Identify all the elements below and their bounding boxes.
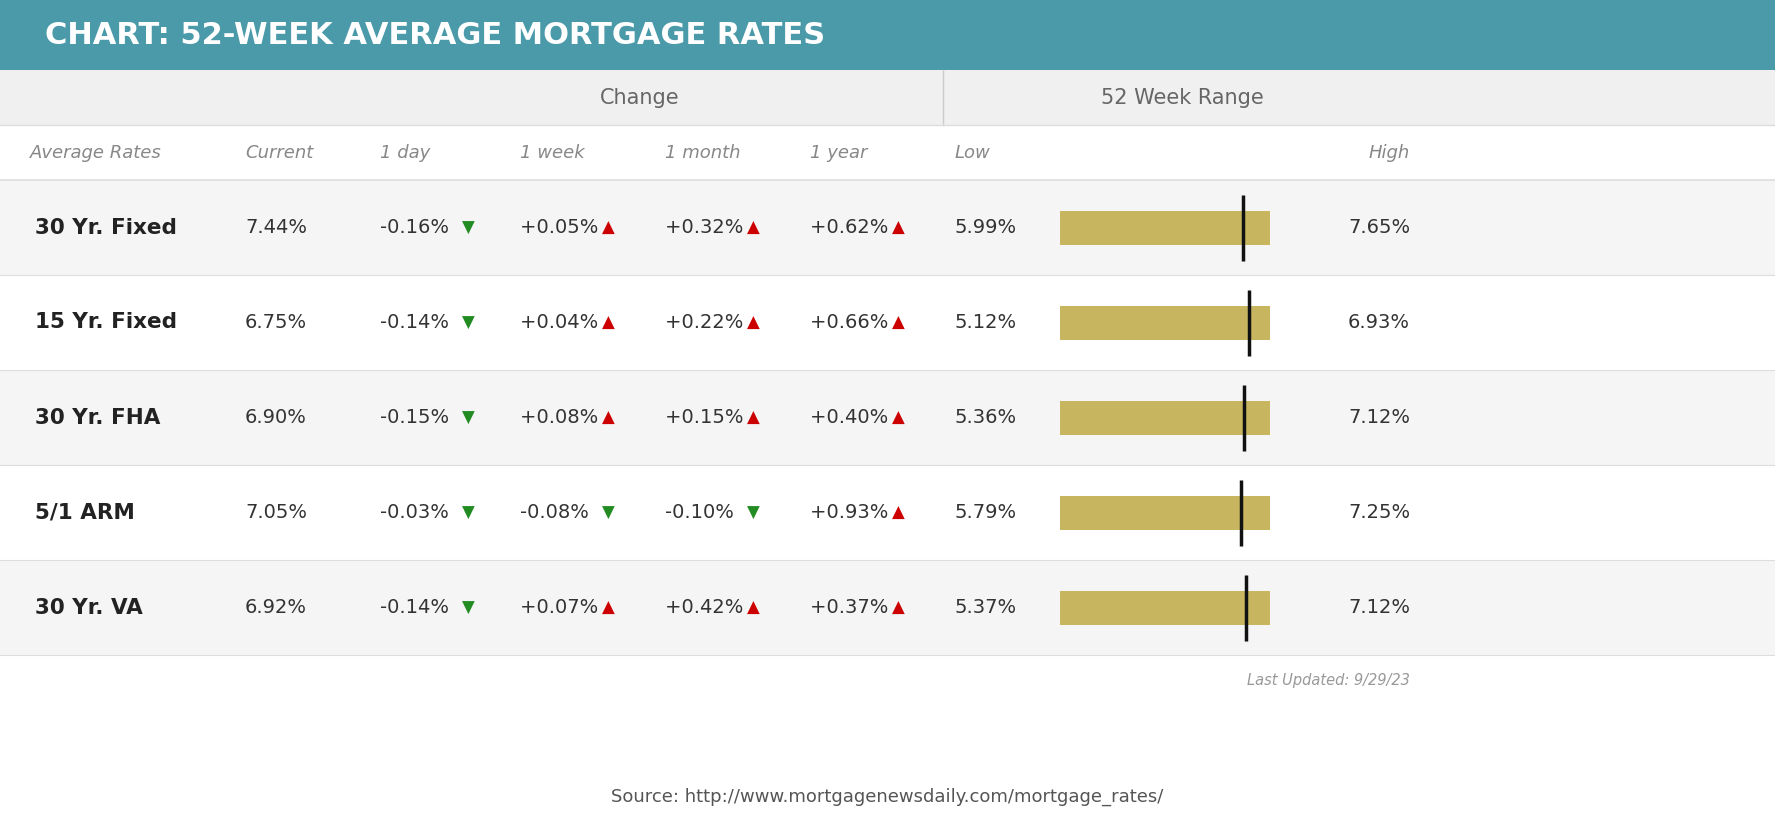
Bar <box>0 370 1775 465</box>
Bar <box>0 70 1775 125</box>
Text: ▲: ▲ <box>893 408 905 427</box>
Text: 1 day: 1 day <box>380 144 430 162</box>
Text: CHART: 52-WEEK AVERAGE MORTGAGE RATES: CHART: 52-WEEK AVERAGE MORTGAGE RATES <box>44 21 825 50</box>
Text: +0.07%: +0.07% <box>520 598 605 617</box>
Bar <box>0 0 1775 70</box>
Text: Current: Current <box>245 144 312 162</box>
Text: 5.36%: 5.36% <box>955 408 1017 427</box>
Text: ▲: ▲ <box>893 314 905 332</box>
Text: 6.92%: 6.92% <box>245 598 307 617</box>
Bar <box>1060 210 1269 244</box>
Text: ▲: ▲ <box>602 408 614 427</box>
Text: 5.12%: 5.12% <box>955 313 1017 332</box>
Text: 6.93%: 6.93% <box>1347 313 1409 332</box>
Text: -0.14%: -0.14% <box>380 598 454 617</box>
Text: +0.22%: +0.22% <box>666 313 749 332</box>
Text: 15 Yr. Fixed: 15 Yr. Fixed <box>36 313 178 332</box>
Text: +0.05%: +0.05% <box>520 218 605 237</box>
Text: 1 year: 1 year <box>809 144 868 162</box>
Text: ▲: ▲ <box>747 314 760 332</box>
Bar <box>1060 591 1269 625</box>
Bar <box>1060 305 1269 340</box>
Text: Average Rates: Average Rates <box>30 144 162 162</box>
Text: ▼: ▼ <box>462 219 474 237</box>
Text: High: High <box>1369 144 1409 162</box>
Text: 7.12%: 7.12% <box>1347 598 1409 617</box>
Text: 7.05%: 7.05% <box>245 503 307 522</box>
Text: -0.08%: -0.08% <box>520 503 595 522</box>
Text: +0.62%: +0.62% <box>809 218 895 237</box>
Text: ▼: ▼ <box>602 503 614 521</box>
Text: 6.75%: 6.75% <box>245 313 307 332</box>
Text: ▼: ▼ <box>747 503 760 521</box>
Bar <box>0 180 1775 275</box>
Text: +0.08%: +0.08% <box>520 408 605 427</box>
Text: ▲: ▲ <box>747 598 760 616</box>
Bar <box>0 465 1775 560</box>
Text: 7.12%: 7.12% <box>1347 408 1409 427</box>
Text: -0.03%: -0.03% <box>380 503 454 522</box>
Bar <box>1060 496 1269 530</box>
Text: 7.25%: 7.25% <box>1347 503 1409 522</box>
Text: ▲: ▲ <box>602 314 614 332</box>
Text: 5.79%: 5.79% <box>955 503 1017 522</box>
Text: ▼: ▼ <box>462 408 474 427</box>
Text: ▲: ▲ <box>893 503 905 521</box>
Text: +0.37%: +0.37% <box>809 598 895 617</box>
Text: ▼: ▼ <box>462 598 474 616</box>
Text: ▲: ▲ <box>893 219 905 237</box>
Text: 1 month: 1 month <box>666 144 740 162</box>
Text: +0.32%: +0.32% <box>666 218 749 237</box>
Text: -0.10%: -0.10% <box>666 503 740 522</box>
Text: 5.99%: 5.99% <box>955 218 1017 237</box>
Text: 30 Yr. VA: 30 Yr. VA <box>36 597 142 617</box>
Text: ▲: ▲ <box>747 219 760 237</box>
Text: +0.04%: +0.04% <box>520 313 605 332</box>
Bar <box>1060 400 1269 435</box>
Text: +0.15%: +0.15% <box>666 408 749 427</box>
Text: ▼: ▼ <box>462 314 474 332</box>
Text: 5.37%: 5.37% <box>955 598 1017 617</box>
Text: -0.15%: -0.15% <box>380 408 456 427</box>
Text: 1 week: 1 week <box>520 144 584 162</box>
Text: -0.16%: -0.16% <box>380 218 454 237</box>
Text: ▲: ▲ <box>747 408 760 427</box>
Text: -0.14%: -0.14% <box>380 313 454 332</box>
Bar <box>0 560 1775 655</box>
Text: Low: Low <box>955 144 990 162</box>
Text: +0.93%: +0.93% <box>809 503 895 522</box>
Text: 7.65%: 7.65% <box>1347 218 1409 237</box>
Text: 7.44%: 7.44% <box>245 218 307 237</box>
Text: 30 Yr. Fixed: 30 Yr. Fixed <box>36 218 178 238</box>
Text: 5/1 ARM: 5/1 ARM <box>36 502 135 522</box>
Text: ▲: ▲ <box>602 219 614 237</box>
Text: 6.90%: 6.90% <box>245 408 307 427</box>
Text: ▲: ▲ <box>602 598 614 616</box>
Text: Last Updated: 9/29/23: Last Updated: 9/29/23 <box>1248 673 1409 688</box>
Text: Source: http://www.mortgagenewsdaily.com/mortgage_rates/: Source: http://www.mortgagenewsdaily.com… <box>611 788 1164 806</box>
Text: Change: Change <box>600 87 680 107</box>
Text: 52 Week Range: 52 Week Range <box>1100 87 1264 107</box>
Bar <box>0 275 1775 370</box>
Text: ▼: ▼ <box>462 503 474 521</box>
Text: +0.42%: +0.42% <box>666 598 749 617</box>
Text: 30 Yr. FHA: 30 Yr. FHA <box>36 408 160 427</box>
Text: +0.40%: +0.40% <box>809 408 895 427</box>
Text: +0.66%: +0.66% <box>809 313 895 332</box>
Text: ▲: ▲ <box>893 598 905 616</box>
Bar <box>0 125 1775 180</box>
